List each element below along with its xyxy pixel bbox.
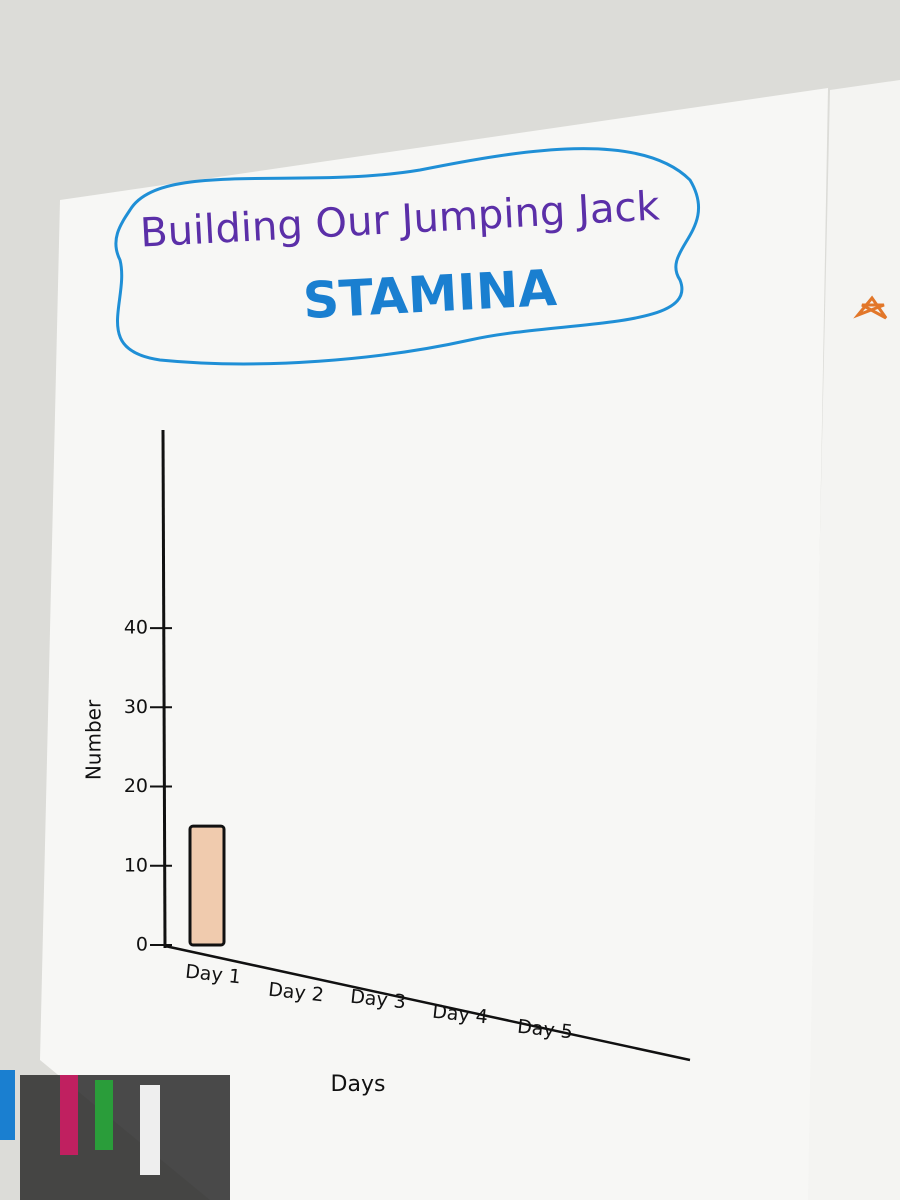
y-tick-label: 20 bbox=[124, 775, 148, 797]
y-tick-label: 30 bbox=[124, 696, 148, 718]
side-paper bbox=[805, 80, 900, 1200]
x-axis bbox=[164, 944, 691, 1062]
chart-paper bbox=[40, 88, 828, 1200]
y-axis-label: Number bbox=[82, 699, 106, 780]
y-tick-label: 10 bbox=[124, 854, 148, 876]
title-cloud bbox=[114, 147, 700, 366]
chart-title-highlight: STAMINA bbox=[302, 259, 559, 330]
bar bbox=[188, 824, 226, 947]
y-tick-label: 40 bbox=[124, 617, 148, 639]
y-tick-label: 0 bbox=[136, 934, 148, 956]
marker-cup bbox=[0, 1070, 230, 1200]
star bbox=[853, 295, 888, 320]
x-axis-label: Days bbox=[331, 1072, 386, 1097]
y-axis bbox=[161, 429, 167, 949]
